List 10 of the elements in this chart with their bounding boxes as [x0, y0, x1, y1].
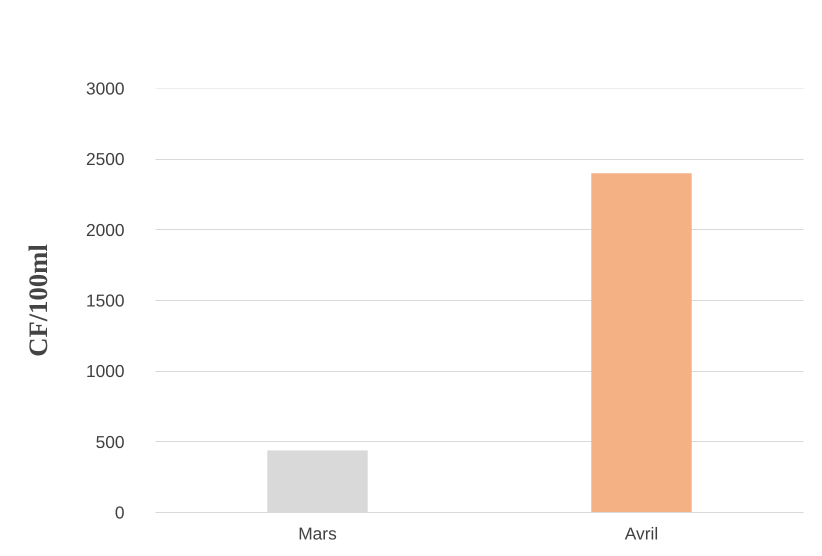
y-axis-title: CF/100ml — [22, 244, 53, 357]
y-tick-label: 2500 — [86, 149, 125, 170]
y-tick-label: 2000 — [86, 220, 125, 240]
y-tick-label: 1000 — [86, 361, 125, 382]
y-tick-label: 1500 — [86, 290, 125, 310]
y-tick-label: 500 — [96, 432, 125, 452]
y-tick-label: 3000 — [86, 78, 125, 98]
y-tick-label: 0 — [114, 502, 125, 522]
x-tick-label: Mars — [298, 524, 338, 544]
x-tick-label: Avril — [624, 524, 658, 544]
